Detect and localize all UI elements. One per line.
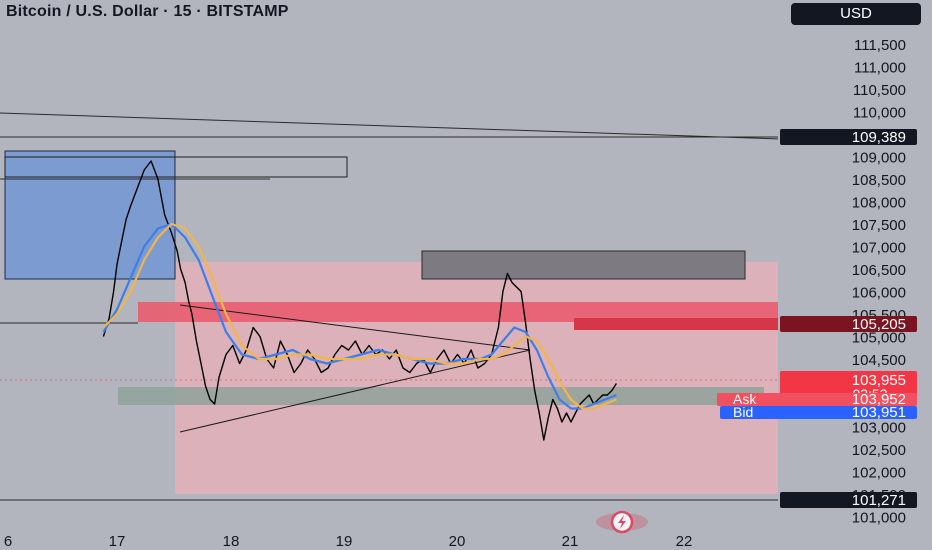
time-tick-label: 17	[109, 533, 126, 550]
time-tick-label: 20	[449, 533, 466, 550]
price-tick-label: 108,500	[852, 172, 906, 189]
price-tick-label: 102,500	[852, 442, 906, 459]
triangle-pattern	[179, 304, 531, 433]
price-label-red: 105,205	[852, 316, 906, 333]
last-price-label: 103,955	[852, 372, 906, 389]
blue-zone	[4, 150, 176, 280]
ask-background	[717, 393, 917, 406]
trend-line	[0, 112, 781, 140]
price-tick-label: 110,500	[853, 82, 906, 99]
time-tick-label: 19	[336, 533, 353, 550]
price-label-layer: 109,389105,205103,95503:53Ask103,952Bid1…	[717, 129, 917, 509]
currency-button[interactable]: USD	[791, 3, 921, 25]
price-axis[interactable]: 111,500111,000110,500110,000109,500109,0…	[778, 0, 932, 550]
price-tick-label: 104,500	[852, 352, 906, 369]
bid-label: 103,951	[852, 404, 906, 421]
bid-background	[720, 406, 917, 419]
price-label-bottom-background	[780, 492, 917, 508]
outline-box	[4, 156, 348, 178]
chart-title: Bitcoin / U.S. Dollar · 15 · BITSTAMP	[6, 3, 289, 20]
red-zone	[138, 302, 780, 322]
time-tick-label: 22	[676, 533, 693, 550]
ask-title: Ask	[733, 391, 757, 407]
price-tick-label: 108,000	[852, 195, 906, 212]
price-tick-label: 103,000	[852, 420, 906, 437]
price-tick-label: 111,500	[854, 37, 906, 54]
pink-zone	[175, 262, 780, 494]
time-tick-label: 6	[4, 533, 12, 550]
price-label-bottom: 101,271	[852, 492, 906, 509]
time-axis[interactable]: 6 17 18 19 20 21 22	[4, 533, 693, 550]
series-layer	[102, 160, 617, 441]
price-tick-label: 106,000	[852, 285, 906, 302]
ask-label: 103,952	[852, 391, 906, 408]
ma-fast-line	[102, 222, 617, 410]
price-tick-label: 109,000	[852, 150, 906, 167]
ma-slow-line	[102, 222, 617, 410]
bid-title: Bid	[733, 404, 753, 420]
price-tick-label: 107,000	[852, 240, 906, 257]
price-tick-label: 107,500	[852, 217, 906, 234]
price-tick-label: 110,000	[853, 105, 906, 122]
tradingview-logo-icon[interactable]	[593, 510, 651, 534]
price-label-red-background	[780, 316, 917, 332]
time-tick-label: 18	[223, 533, 240, 550]
line-layer	[0, 112, 781, 501]
price-tick-label: 102,000	[852, 465, 906, 482]
price-tick-label: 106,500	[852, 262, 906, 279]
grey-zone	[421, 250, 746, 280]
red-level-band	[574, 318, 780, 330]
price-label-top: 109,389	[852, 129, 906, 146]
price-label-top-background	[780, 129, 917, 145]
price-axis-background	[778, 0, 932, 550]
price-tick-label: 101,000	[852, 510, 906, 527]
price-tick-label: 111,000	[854, 60, 906, 77]
price-tick-label: 105,000	[852, 330, 906, 347]
price-line	[102, 160, 617, 441]
time-tick-label: 21	[562, 533, 579, 550]
